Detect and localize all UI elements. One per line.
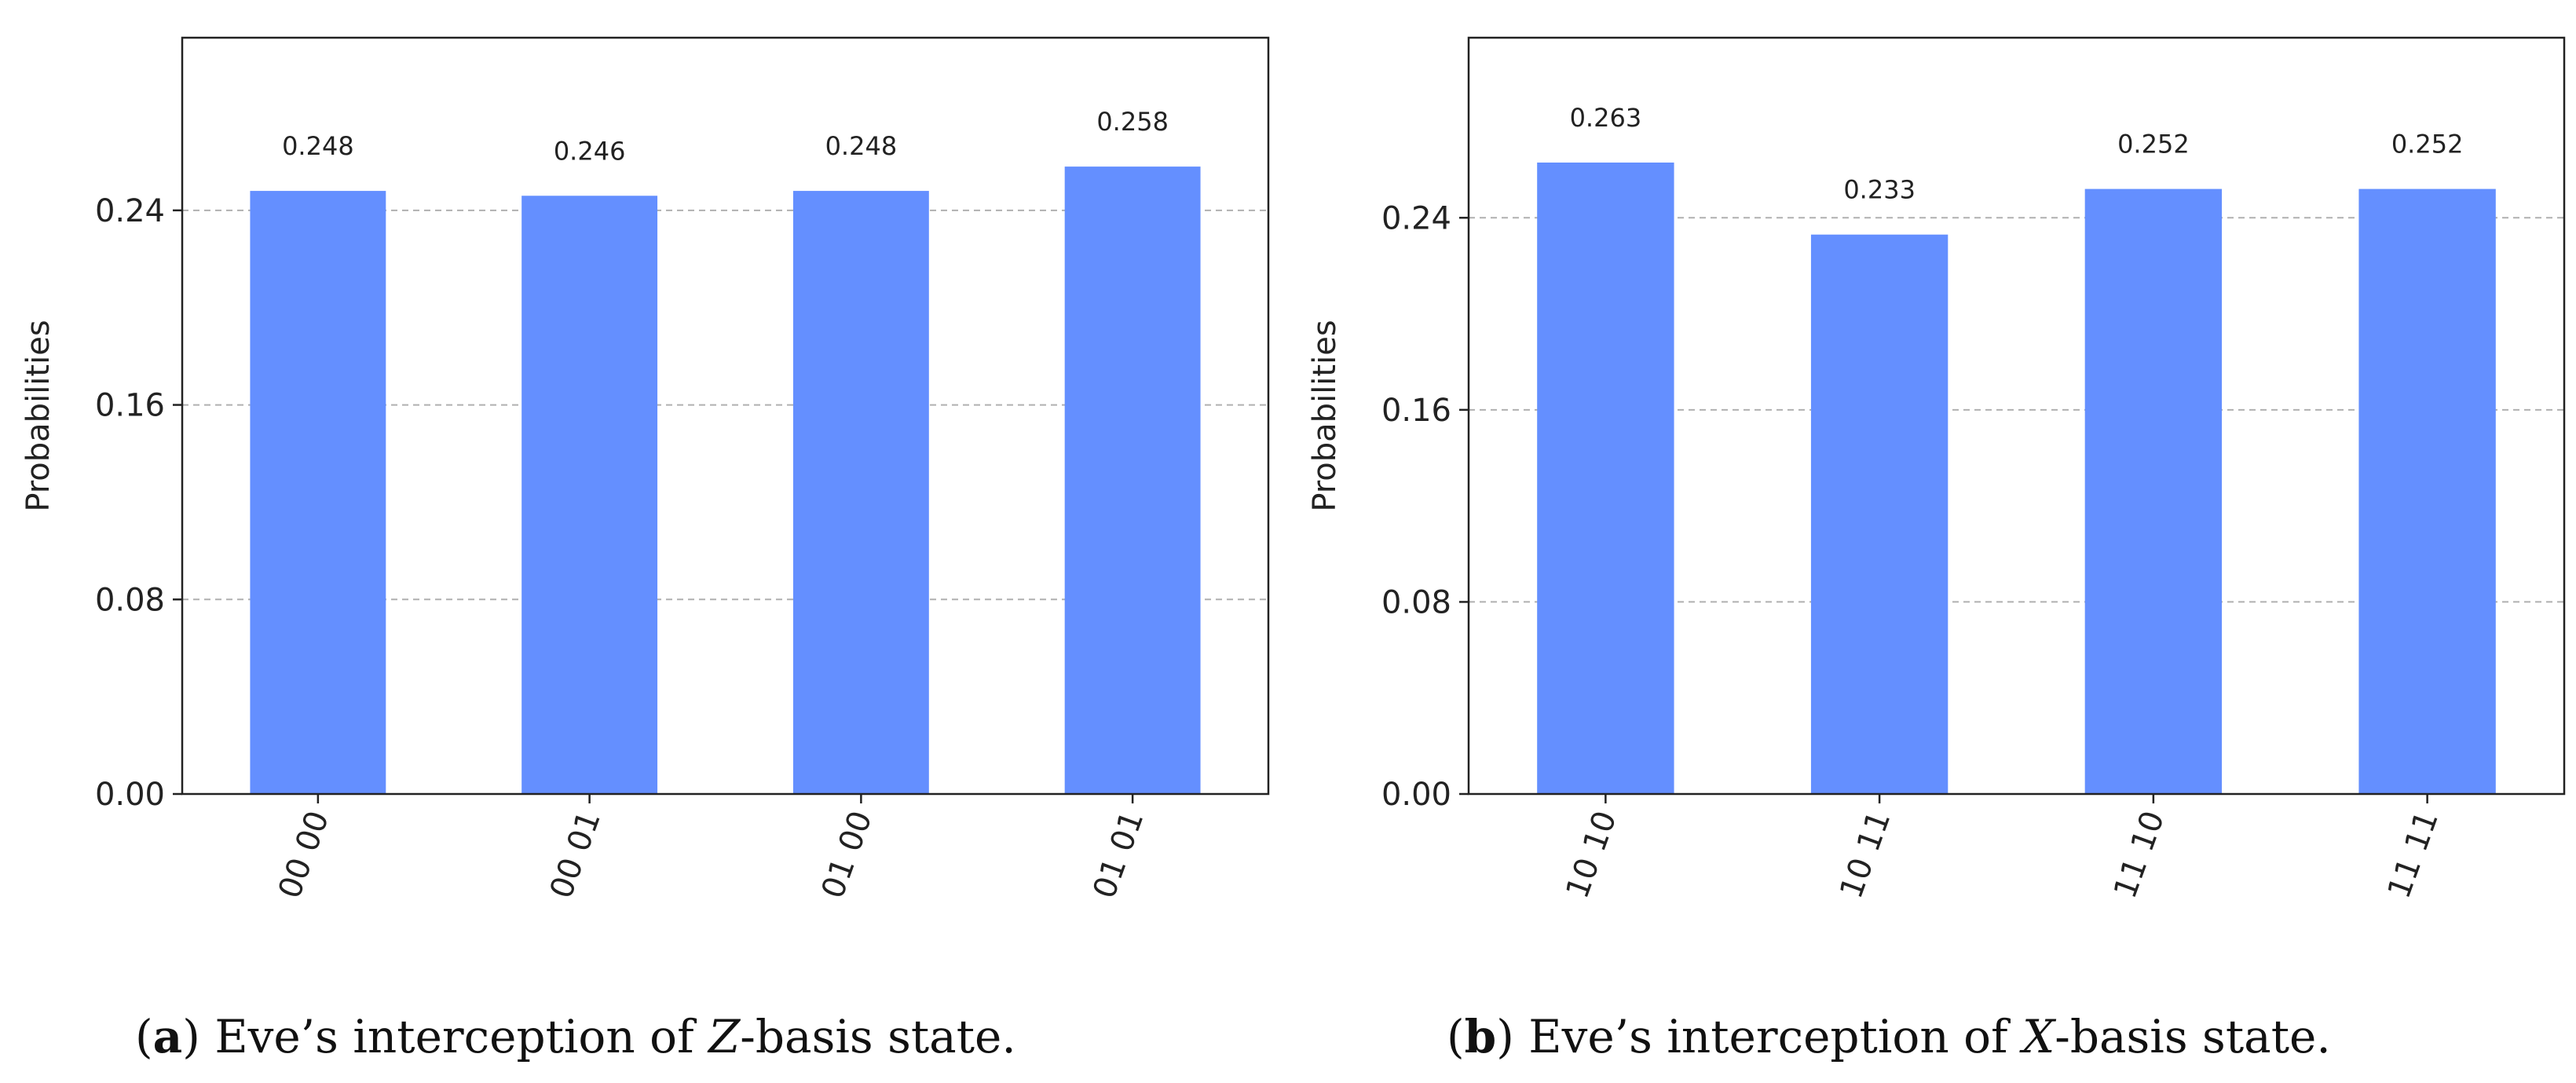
caption-a-basis: Z bbox=[707, 1010, 741, 1063]
bar-value-label: 0.248 bbox=[825, 131, 898, 161]
chart-panel-b: 0.263 0.233 0.252 0.252 0.00 0.08 0.16 0.24 10… bbox=[1307, 36, 2566, 1063]
caption-b-basis: X bbox=[2019, 1010, 2057, 1063]
y-ticks-b: 0.00 0.08 0.16 0.24 bbox=[1381, 200, 1469, 813]
bar bbox=[792, 191, 929, 795]
x-tick-label: 10 10 bbox=[1559, 807, 1623, 903]
caption-a-label: a bbox=[153, 1010, 183, 1063]
y-tick-label: 0.24 bbox=[95, 193, 165, 229]
bar-value-label: 0.233 bbox=[1843, 175, 1916, 205]
bars-a bbox=[250, 166, 1201, 795]
bar-value-label: 0.246 bbox=[554, 136, 626, 166]
x-tick-label: 10 11 bbox=[1833, 807, 1897, 903]
x-tick-label: 00 00 bbox=[272, 807, 336, 903]
axes-frame-b bbox=[1467, 36, 2566, 796]
caption-b: (b) Eve’s interception of X-basis state. bbox=[1447, 1010, 2331, 1063]
bars-b bbox=[1537, 162, 2496, 795]
bar bbox=[1810, 234, 1948, 795]
x-tick-label: 11 10 bbox=[2107, 807, 2172, 903]
y-ticks-a: 0.00 0.08 0.16 0.24 bbox=[95, 193, 182, 813]
x-tick-label: 00 01 bbox=[543, 807, 608, 903]
x-ticks-b: 10 10 10 11 11 10 11 11 bbox=[1559, 794, 2446, 903]
bar bbox=[2358, 188, 2496, 795]
y-tick-label: 0.08 bbox=[1381, 584, 1451, 620]
caption-a-prefix: Eve’s interception of bbox=[214, 1010, 708, 1063]
y-tick-label: 0.08 bbox=[95, 582, 165, 618]
y-axis-label-b: Probabilities bbox=[1307, 320, 1343, 511]
bar-value-label: 0.252 bbox=[2117, 130, 2190, 159]
bar-value-label: 0.258 bbox=[1096, 107, 1169, 137]
y-tick-label: 0.00 bbox=[95, 777, 165, 813]
x-tick-label: 11 11 bbox=[2381, 807, 2446, 903]
x-tick-label: 01 01 bbox=[1086, 807, 1151, 903]
bar bbox=[521, 196, 658, 795]
bar-value-label: 0.263 bbox=[1570, 103, 1642, 133]
y-tick-label: 0.16 bbox=[95, 388, 165, 424]
caption-b-suffix: -basis state. bbox=[2055, 1010, 2331, 1063]
x-tick-label: 01 00 bbox=[814, 807, 879, 903]
bar bbox=[1064, 166, 1201, 794]
bar-labels-a: 0.248 0.246 0.248 0.258 bbox=[282, 107, 1169, 166]
y-tick-label: 0.16 bbox=[1381, 393, 1451, 429]
bar-value-label: 0.252 bbox=[2391, 130, 2464, 159]
bar bbox=[2084, 188, 2223, 795]
caption-a-suffix: -basis state. bbox=[740, 1010, 1016, 1063]
caption-b-prefix: Eve’s interception of bbox=[1528, 1010, 2022, 1063]
bar bbox=[250, 191, 386, 795]
axes-frame-a bbox=[181, 36, 1270, 796]
x-ticks-a: 00 00 00 01 01 00 01 01 bbox=[272, 794, 1151, 903]
chart-panel-a: 0.248 0.246 0.248 0.258 0.00 0.08 0.16 0.24 00… bbox=[20, 36, 1270, 1063]
y-axis-label-a: Probabilities bbox=[20, 320, 57, 511]
caption-b-label: b bbox=[1465, 1010, 1497, 1063]
bar-value-label: 0.248 bbox=[282, 131, 354, 161]
bar-labels-b: 0.263 0.233 0.252 0.252 bbox=[1570, 103, 2464, 205]
y-tick-label: 0.24 bbox=[1381, 200, 1451, 236]
caption-a: (a) Eve’s interception of Z-basis state. bbox=[135, 1010, 1016, 1063]
bar bbox=[1537, 162, 1674, 794]
y-tick-label: 0.00 bbox=[1381, 777, 1451, 813]
